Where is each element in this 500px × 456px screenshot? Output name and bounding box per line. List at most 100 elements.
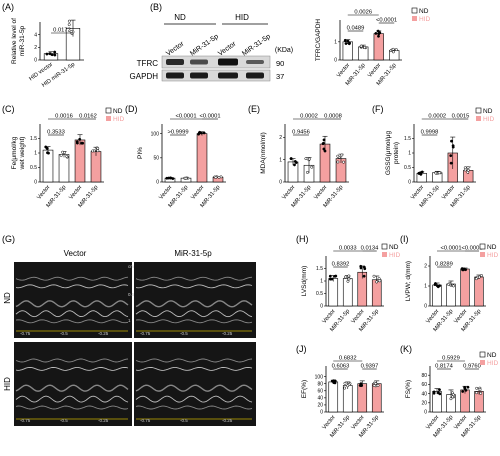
chart-i-ytick-label-2: 2 [424,264,427,270]
chart-f-legend-nd-label: ND [483,108,493,115]
chart-i-point-3-3 [477,275,481,279]
blot-lane-1: Vector [165,40,186,58]
chart-a-ytick-label-1: 2 [34,45,37,51]
blot-tfrc-band-3 [218,58,238,66]
echo-col-mir: MiR-31-5p [174,249,212,258]
echo-wave-1-4 [135,319,253,324]
echo-wave-3-4 [135,405,253,410]
chart-k-pvalue-0: 0.5929 [442,356,460,362]
chart-k-fs: 020406080FS(%)VectorMiR-31-5pVectorMiR-3… [405,351,499,439]
chart-c-bar-2 [74,139,86,183]
chart-c-bar-0 [42,149,54,183]
chart-b-pvalue-1: <0.0001 [376,18,397,24]
chart-c-point-1-2 [65,154,69,158]
chart-e-point-0-3 [294,161,298,165]
chart-k-point-3-4 [479,391,483,395]
chart-b-bar-1 [358,46,369,61]
chart-f-point-0-2 [420,170,424,174]
chart-e-pvalue-0: 0.0002 [300,114,318,120]
blot-tfrc-band-2 [190,59,208,65]
chart-d-ytick-label-0: 0 [156,180,159,186]
echo-time-tick-10: -0.75 [140,418,151,423]
chart-h-point-1-2 [347,274,351,278]
echo-wave-1-3 [135,310,253,318]
chart-h-pvalue-2: 0.8392 [332,262,350,268]
chart-f-pvalue-0: 0.0002 [428,114,446,120]
chart-k-point-2-4 [466,385,470,389]
chart-k-ytick-label-1: 20 [421,401,427,407]
chart-e-pvalue-2: 0.9456 [292,130,310,136]
echo-time-tick-3: -0.25 [98,331,109,336]
chart-d-ytick-label-1: 50 [153,156,159,162]
chart-i-ylabel-0: LVPW; d(mm) [405,261,412,301]
echo-time-tick-8: -0.5 [60,418,68,423]
chart-k-legend-hid-swatch [480,360,485,365]
echo-image-hid-vector [14,342,132,426]
echo-time-tick-12: -0.25 [222,418,233,423]
chart-k-point-0-4 [436,391,440,395]
chart-h-point-1-4 [347,277,351,281]
echocardiography-panel: Vector MiR-31-5p ND HID cm 0.5 1 -0.75 -… [3,249,256,426]
panel-label-j: (J) [296,344,307,354]
chart-h-pvalue-0: 0.0033 [339,246,357,252]
chart-c-category-2: Vector [68,184,83,200]
chart-b-category-0: Vector [336,62,351,78]
echo-time-tick-6: -0.25 [222,331,233,336]
chart-h-point-0-4 [328,274,332,278]
chart-f-point-2-4 [449,154,453,158]
blot-gapdh-band-4 [246,72,264,79]
chart-e-point-3-2 [336,154,340,158]
chart-k-point-1-1 [449,397,453,401]
chart-e-point-0-4 [289,157,293,161]
chart-h-point-2-3 [359,264,363,268]
chart-a-pvalue-0: 0.0172 [53,28,71,34]
chart-c-category-0: Vector [36,184,51,200]
echo-row-nd: ND [3,292,12,304]
western-blot: ND HID Vector MiR-31-5p Vector MiR-31-5p… [130,13,293,82]
chart-d-point-0-2 [171,177,175,181]
echo-wave-3-3 [135,395,253,403]
chart-i-ytick-label-0: 0 [424,304,427,310]
panel-label-h: (H) [296,234,309,244]
chart-i-point-2-3 [461,268,465,272]
chart-k-point-0-1 [432,390,436,394]
chart-f-pvalue-2: 0.9998 [421,130,439,136]
chart-c-pvalue-0: 0.0016 [55,114,73,120]
panel-label-g: (G) [2,234,15,244]
panel-label-i: (I) [400,234,409,244]
chart-f-ytick-label-1: 0.5 [404,165,411,171]
chart-k-point-3-1 [475,386,479,390]
chart-b-ytick-label-1: 1 [334,40,337,46]
chart-j-point-2-4 [359,382,363,386]
blot-lane-4: MiR-31-5p [241,33,272,58]
chart-f-category-2: Vector [441,184,456,200]
chart-b-category-2: Vector [367,62,382,78]
blot-kda-label: (KDa) [275,47,293,54]
chart-h-ytick-label-1: 0.5 [316,291,323,297]
chart-k-ytick-label-2: 40 [421,391,427,397]
chart-k-legend-nd-label: ND [487,352,497,359]
chart-i-legend-nd-label: ND [487,244,497,251]
chart-h-point-2-4 [363,267,367,271]
chart-f-point-1-4 [434,171,438,175]
chart-h-ytick-label-0: 0 [320,304,323,310]
chart-h-bar-3 [371,279,382,307]
chart-i-bar-3 [474,276,484,307]
chart-k-pvalue-2: 0.8174 [435,364,454,370]
chart-d-point-0-4 [167,176,171,180]
chart-a-point-0-0 [53,50,57,54]
echo-scale-cm: cm [128,264,134,269]
echo-image-nd-vector [14,262,132,338]
chart-h-point-2-2 [362,274,366,278]
blot-gapdh-band-1 [166,72,184,79]
chart-k-point-3-2 [475,391,479,395]
chart-e-ytick-label-0: 0 [279,180,282,186]
chart-f-legend-hid-label: HID [483,116,495,123]
chart-j-ytick-label-3: 60 [317,388,323,394]
chart-d-point-2-4 [202,131,206,135]
echo-col-vector: Vector [64,249,87,258]
chart-f-category-0: Vector [410,184,425,200]
echo-wave-2-1 [15,366,129,371]
